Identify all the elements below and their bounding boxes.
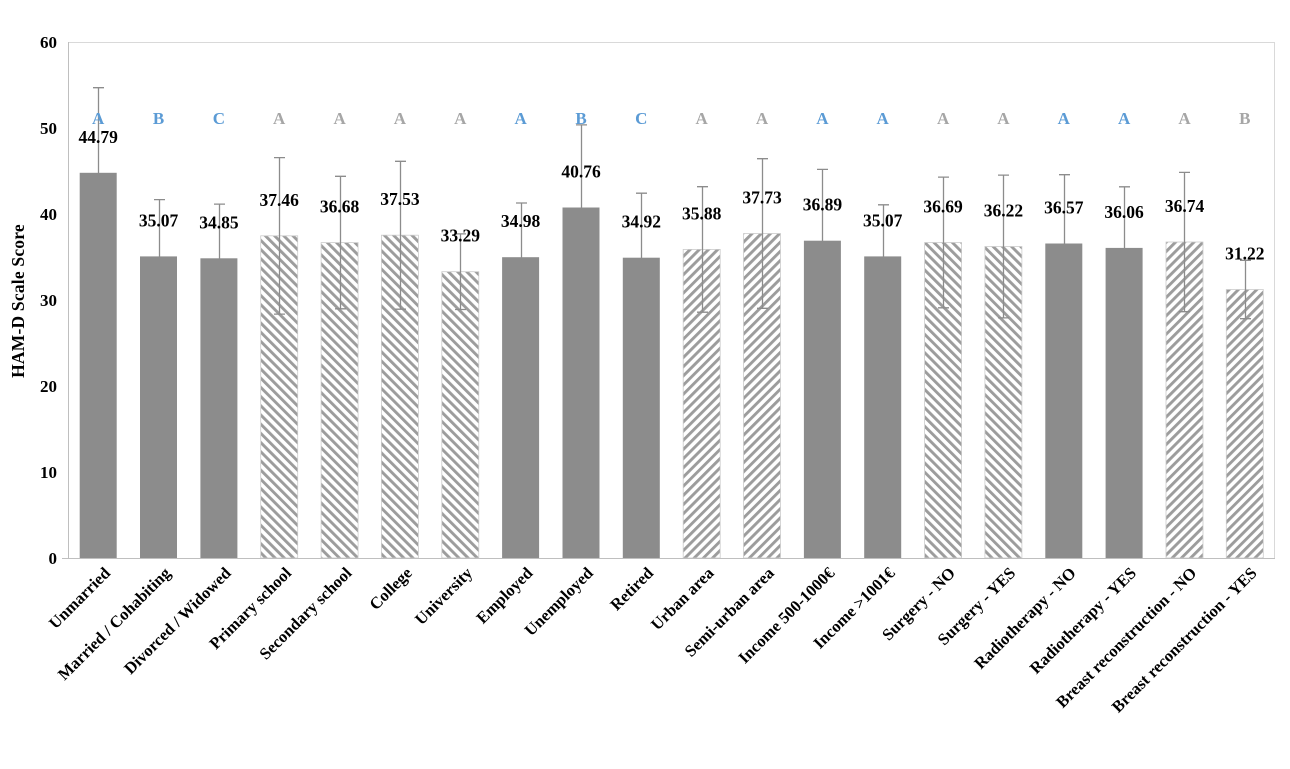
value-label-18: 36.06 (1104, 202, 1144, 222)
value-label-14: 35.07 (863, 210, 903, 230)
y-tick-label-0: 0 (49, 549, 58, 568)
significance-letter-5: A (333, 109, 346, 128)
value-label-10: 34.92 (622, 212, 661, 232)
error-bar-2 (154, 198, 165, 314)
x-tick-label-3: Divorced / Widowed (120, 563, 235, 678)
error-bar-9 (576, 124, 587, 291)
bar-17 (1045, 243, 1083, 558)
y-tick-label-60: 60 (40, 33, 57, 52)
x-tick-label-7: University (411, 563, 477, 629)
x-tick-label-10: Retired (606, 563, 657, 614)
error-bar-11 (697, 186, 708, 313)
value-label-17: 36.57 (1044, 198, 1084, 218)
significance-letter-12: A (756, 109, 769, 128)
x-tick-label-17: Radiotherapy - NO (970, 563, 1079, 672)
error-bar-19 (1179, 171, 1190, 313)
y-tick-label-50: 50 (40, 119, 57, 138)
significance-letter-2: B (153, 109, 164, 128)
plot-border (68, 42, 1275, 558)
bar-20 (1225, 289, 1264, 559)
significance-letter-13: A (816, 109, 829, 128)
value-label-6: 37.53 (380, 189, 420, 209)
x-tick-label-2: Married / Cohabiting (54, 563, 175, 684)
error-bar-18 (1119, 186, 1130, 310)
x-tick-label-8: Employed (472, 563, 536, 627)
error-bar-13 (817, 168, 828, 313)
value-label-12: 37.73 (742, 188, 782, 208)
bar-14 (864, 256, 902, 558)
error-bar-8 (516, 202, 527, 313)
significance-letter-14: A (877, 109, 890, 128)
bar-11 (682, 248, 721, 559)
error-bar-1 (93, 87, 104, 259)
value-label-8: 34.98 (501, 211, 541, 231)
significance-letter-17: A (1058, 109, 1071, 128)
value-label-16: 36.22 (984, 201, 1023, 221)
error-bar-4 (274, 156, 285, 315)
y-tick-label-20: 20 (40, 377, 57, 396)
significance-letter-7: A (454, 109, 467, 128)
error-bar-5 (335, 175, 346, 310)
value-label-20: 31.22 (1225, 244, 1264, 264)
bar-8 (502, 257, 540, 558)
error-bar-3 (214, 203, 225, 314)
error-bar-15 (938, 176, 949, 309)
value-label-13: 36.89 (803, 195, 843, 215)
value-label-2: 35.07 (139, 210, 179, 230)
value-label-15: 36.69 (923, 197, 963, 217)
bar-7 (441, 271, 480, 559)
x-tick-label-18: Radiotherapy - YES (1026, 563, 1140, 677)
error-bar-14 (878, 204, 889, 309)
significance-letter-3: C (213, 109, 225, 128)
significance-letter-18: A (1118, 109, 1131, 128)
significance-letter-10: C (635, 109, 647, 128)
x-tick-label-6: College (365, 563, 415, 613)
error-bar-20 (1240, 259, 1251, 320)
bar-2 (140, 256, 177, 558)
value-label-19: 36.74 (1165, 196, 1205, 216)
bar-5 (320, 242, 359, 559)
error-bar-16 (998, 174, 1009, 319)
significance-letter-9: B (575, 109, 586, 128)
value-label-7: 33.29 (441, 226, 481, 246)
value-label-4: 37.46 (260, 190, 300, 210)
y-tick-label-30: 30 (40, 291, 57, 310)
significance-letter-6: A (394, 109, 407, 128)
significance-letter-19: A (1178, 109, 1191, 128)
significance-letter-20: B (1239, 109, 1250, 128)
significance-letter-1: A (92, 109, 105, 128)
value-label-1: 44.79 (79, 127, 119, 147)
significance-letter-4: A (273, 109, 286, 128)
error-bar-10 (636, 192, 647, 323)
error-bar-6 (395, 160, 406, 310)
error-bar-12 (757, 158, 768, 309)
value-label-5: 36.68 (320, 197, 360, 217)
significance-letter-15: A (937, 109, 950, 128)
value-label-3: 34.85 (199, 212, 239, 232)
y-tick-label-40: 40 (40, 205, 57, 224)
significance-letter-16: A (997, 109, 1010, 128)
error-bar-7 (455, 233, 466, 311)
error-bar-17 (1059, 174, 1070, 313)
significance-letter-8: A (514, 109, 527, 128)
value-label-9: 40.76 (561, 162, 601, 182)
significance-letter-11: A (696, 109, 709, 128)
value-label-11: 35.88 (682, 203, 722, 223)
y-tick-label-10: 10 (40, 463, 57, 482)
